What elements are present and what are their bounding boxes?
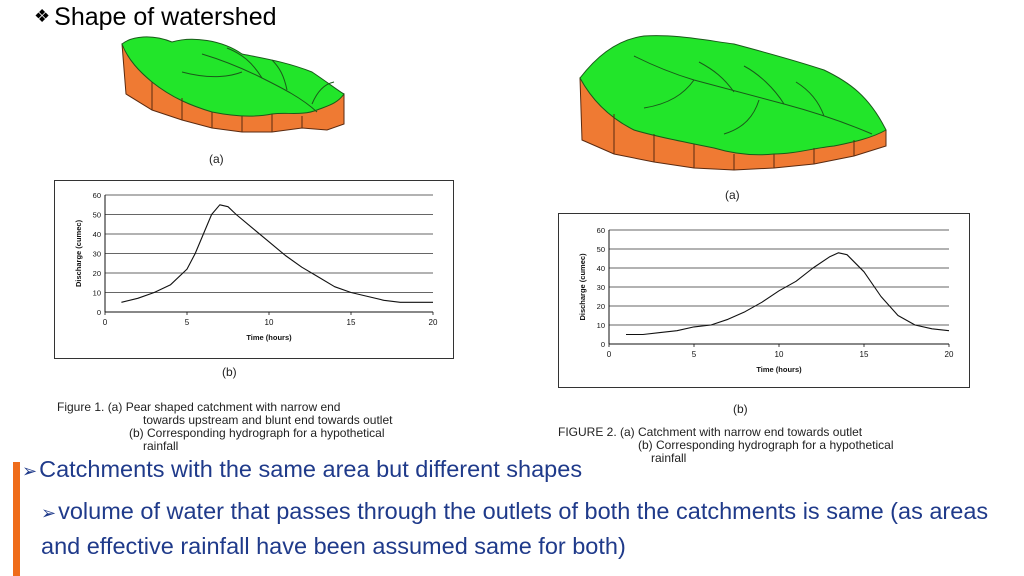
figure2-sub-a: (a): [725, 188, 740, 202]
figure1-caption-line4: rainfall: [143, 439, 179, 453]
figure1-hydrograph-y-tick-label: 40: [93, 230, 101, 239]
figure2-hydrograph-x-axis-label: Time (hours): [756, 365, 802, 374]
figure1-caption-line3: (b) Corresponding hydrograph for a hypot…: [129, 426, 385, 440]
figure2-hydrograph-x-tick-label: 10: [775, 350, 784, 359]
figure1-hydrograph-x-axis-label: Time (hours): [246, 333, 292, 342]
figure1-hydrograph-x-tick-label: 10: [265, 318, 274, 327]
figure2-hydrograph-x-tick-label: 0: [607, 350, 612, 359]
figure2-sub-b: (b): [733, 402, 748, 416]
arrow-bullet-icon: ➢: [41, 503, 57, 523]
figure2-catchment-illustration: [579, 35, 887, 171]
figure1-sub-a: (a): [209, 152, 224, 166]
figure1-caption: Figure 1. (a) Pear shaped catchment with…: [57, 401, 392, 453]
figure2-hydrograph-y-axis-label: Discharge (cumec): [578, 253, 587, 321]
figure2-caption-line1: FIGURE 2. (a) Catchment with narrow end …: [558, 425, 863, 439]
figure1-hydrograph-y-tick-label: 30: [93, 250, 101, 259]
figure2-hydrograph-y-tick-label: 20: [597, 302, 605, 311]
bullet-sub: ➢volume of water that passes through the…: [41, 495, 1001, 563]
figure2-hydrograph-x-tick-label: 15: [860, 350, 869, 359]
figure2-hydrograph-frame: 0 10 20 30 40 50 60 0 5 10 15 20 Time (hours) Dischar…: [558, 213, 970, 388]
figure2-hydrograph-y-tick-label: 10: [597, 321, 605, 330]
figure1-caption-line1: Figure 1. (a) Pear shaped catchment with…: [57, 400, 341, 414]
figure2-hydrograph-y-tick-label: 0: [601, 340, 605, 349]
figure1-hydrograph: 0 10 20 30 40 50 60 0 5 10 15 20 Time (hours) Dischar…: [74, 191, 438, 342]
diamond-bullet-icon: ❖: [34, 6, 51, 26]
figure2-caption-line2: (b) Corresponding hydrograph for a hypot…: [638, 438, 894, 452]
figure2-hydrograph-y-tick-label: 50: [597, 245, 605, 254]
figure1-hydrograph-x-tick-label: 20: [429, 318, 438, 327]
figure2-catchment-top: [579, 35, 887, 156]
bullet-main-text: Catchments with the same area but differ…: [39, 456, 583, 482]
figure1-hydrograph-x-tick-label: 0: [103, 318, 108, 327]
figure1-hydrograph-y-tick-label: 50: [93, 211, 101, 220]
arrow-bullet-icon: ➢: [22, 461, 38, 481]
figure2-hydrograph-y-tick-label: 30: [597, 283, 605, 292]
figure2-hydrograph-y-tick-label: 40: [597, 264, 605, 273]
figure1-hydrograph-y-tick-label: 20: [93, 269, 101, 278]
figure1-catchment-illustration: [121, 36, 345, 133]
figure1-sub-b: (b): [222, 365, 237, 379]
slide-title: ❖ Shape of watershed: [34, 3, 277, 32]
figure1-hydrograph-y-tick-label: 10: [93, 289, 101, 298]
slide-title-text: Shape of watershed: [54, 3, 277, 31]
figure2-hydrograph-x-tick-label: 5: [692, 350, 697, 359]
figure1-hydrograph-y-tick-label: 60: [93, 191, 101, 200]
figure2-hydrograph-y-tick-label: 60: [597, 226, 605, 235]
figure2-caption: FIGURE 2. (a) Catchment with narrow end …: [558, 426, 893, 465]
figure2-hydrograph-x-tick-label: 20: [945, 350, 954, 359]
accent-bar: [13, 462, 20, 576]
figure2-hydrograph: 0 10 20 30 40 50 60 0 5 10 15 20 Time (hours) Dischar…: [578, 226, 954, 374]
figure2-hydrograph-series-line: [626, 252, 950, 336]
figure1-hydrograph-y-axis-label: Discharge (cumec): [74, 219, 83, 287]
figure1-hydrograph-series-line: [121, 204, 433, 303]
figure2-caption-line3: rainfall: [651, 451, 687, 465]
figure1-caption-line2: towards upstream and blunt end towards o…: [143, 413, 393, 427]
figure1-hydrograph-x-tick-label: 5: [185, 318, 190, 327]
bullet-sub-text: volume of water that passes through the …: [41, 498, 989, 559]
bullet-main: ➢Catchments with the same area but diffe…: [22, 456, 582, 483]
figure1-hydrograph-y-tick-label: 0: [97, 308, 101, 317]
figure1-hydrograph-x-tick-label: 15: [347, 318, 356, 327]
figure1-hydrograph-frame: 0 10 20 30 40 50 60 0 5 10 15 20 Time (hours) Dischar…: [54, 180, 454, 359]
